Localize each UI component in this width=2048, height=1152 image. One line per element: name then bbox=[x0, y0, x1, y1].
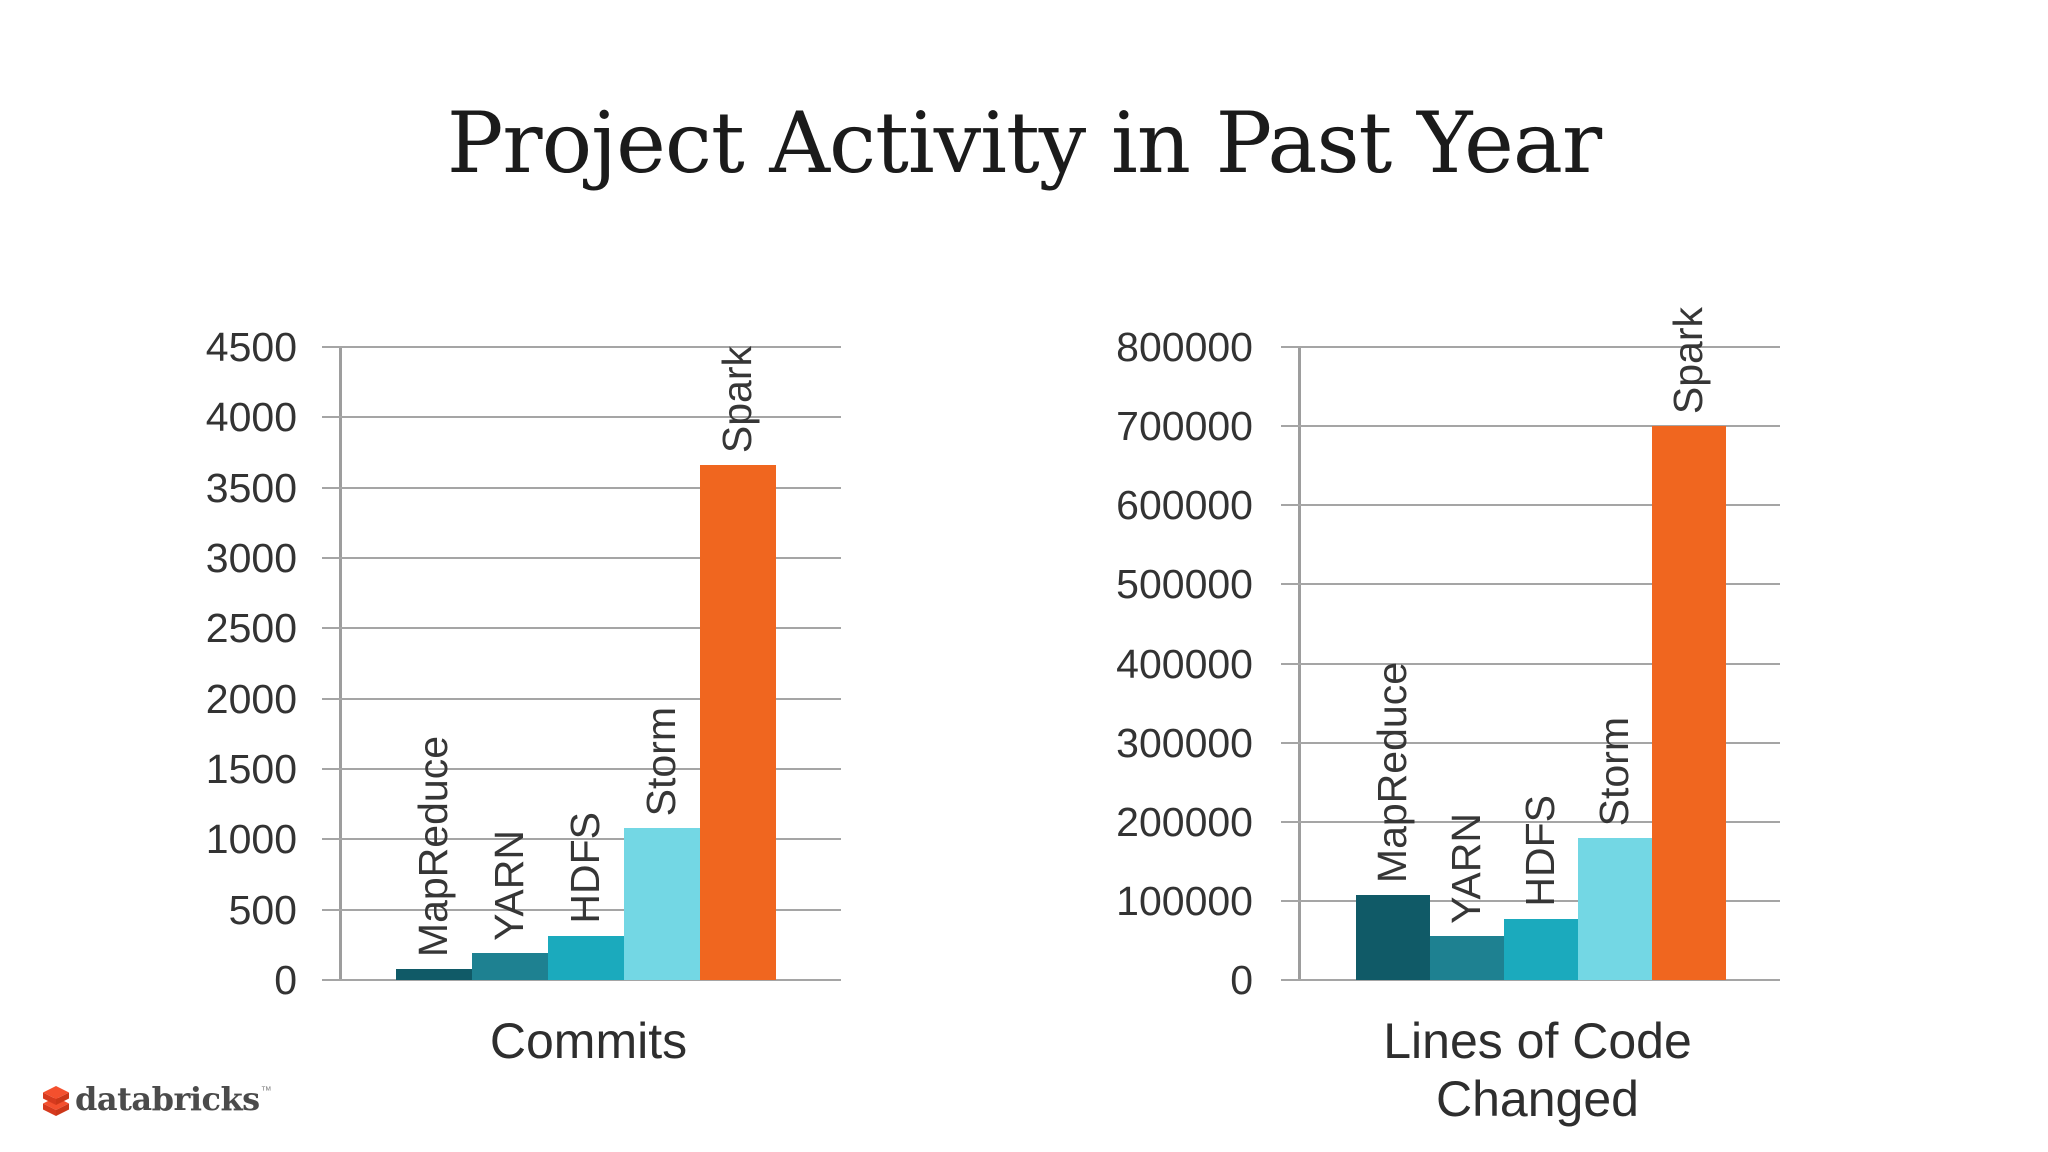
trademark-symbol: ™ bbox=[260, 1085, 272, 1097]
plot-area: MapReduce YARN HDFS Storm Spark bbox=[322, 345, 841, 981]
bar-yarn bbox=[1430, 936, 1504, 980]
gridline bbox=[1281, 346, 1780, 348]
y-axis-tick-label: 0 bbox=[1230, 957, 1253, 1003]
bar-label-yarn: YARN bbox=[486, 830, 532, 941]
y-axis-tick-label: 500 bbox=[228, 887, 297, 933]
bar-label-storm: Storm bbox=[638, 706, 684, 816]
databricks-wordmark: databricks bbox=[75, 1080, 260, 1118]
gridline bbox=[322, 768, 841, 770]
gridline bbox=[1281, 504, 1780, 506]
y-axis-tick-label: 200000 bbox=[1116, 799, 1253, 845]
y-axis-tick-label: 700000 bbox=[1116, 403, 1253, 449]
gridline bbox=[1281, 979, 1780, 981]
databricks-bricks-icon bbox=[43, 1086, 69, 1116]
y-axis-tick-label: 400000 bbox=[1116, 641, 1253, 687]
page-title: Project Activity in Past Year bbox=[446, 94, 1602, 192]
bar-label-yarn: YARN bbox=[1443, 813, 1489, 924]
plot-area: MapReduce YARN HDFS Storm Spark bbox=[1281, 307, 1780, 981]
y-axis-tick-label: 600000 bbox=[1116, 482, 1253, 528]
bar-yarn bbox=[472, 953, 548, 980]
y-axis-tick-label: 4500 bbox=[205, 324, 297, 370]
gridline bbox=[1281, 821, 1780, 823]
gridline bbox=[322, 557, 841, 559]
bar-label-spark: Spark bbox=[714, 345, 760, 453]
bar-hdfs bbox=[1504, 919, 1578, 980]
y-axis-tick-label: 0 bbox=[274, 957, 297, 1003]
gridline bbox=[322, 698, 841, 700]
y-axis-tick-label: 3500 bbox=[205, 465, 297, 511]
gridline bbox=[322, 346, 841, 348]
bar-label-mapreduce: MapReduce bbox=[410, 735, 456, 957]
y-axis-tick-label: 3000 bbox=[205, 535, 297, 581]
gridline bbox=[1281, 583, 1780, 585]
y-axis-tick-label: 100000 bbox=[1116, 878, 1253, 924]
y-axis-tick-label: 1500 bbox=[205, 746, 297, 792]
bar-spark bbox=[1652, 426, 1726, 980]
bar-storm bbox=[624, 828, 700, 980]
bar-label-mapreduce: MapReduce bbox=[1369, 661, 1415, 883]
y-axis-tick-label: 300000 bbox=[1116, 720, 1253, 766]
gridline bbox=[322, 416, 841, 418]
bar-spark bbox=[700, 465, 776, 980]
gridline bbox=[1281, 425, 1780, 427]
bar-hdfs bbox=[548, 936, 624, 980]
x-axis-title: Lines of Code Changed bbox=[1383, 1013, 1692, 1127]
bar-label-hdfs: HDFS bbox=[562, 812, 608, 924]
bar-storm bbox=[1578, 838, 1652, 980]
gridline bbox=[1281, 742, 1780, 744]
y-axis-tick-label: 1000 bbox=[205, 816, 297, 862]
y-axis-tick-label: 2000 bbox=[205, 676, 297, 722]
gridline bbox=[1281, 663, 1780, 665]
gridline bbox=[322, 979, 841, 981]
gridline bbox=[322, 487, 841, 489]
y-axis-tick-label: 4000 bbox=[205, 394, 297, 440]
bar-label-spark: Spark bbox=[1665, 306, 1711, 414]
bar-label-hdfs: HDFS bbox=[1517, 795, 1563, 907]
gridline bbox=[1281, 900, 1780, 902]
databricks-logo: databricks ™ bbox=[42, 1082, 272, 1118]
x-axis-title: Commits bbox=[489, 1013, 688, 1069]
y-axis-tick-label: 500000 bbox=[1116, 561, 1253, 607]
gridline bbox=[322, 627, 841, 629]
gridline bbox=[322, 838, 841, 840]
gridline bbox=[322, 909, 841, 911]
bar-mapreduce bbox=[1356, 895, 1430, 980]
y-axis-tick-label: 2500 bbox=[205, 605, 297, 651]
bar-mapreduce bbox=[396, 969, 472, 980]
bar-label-storm: Storm bbox=[1591, 716, 1637, 826]
y-axis-tick-label: 800000 bbox=[1116, 324, 1253, 370]
